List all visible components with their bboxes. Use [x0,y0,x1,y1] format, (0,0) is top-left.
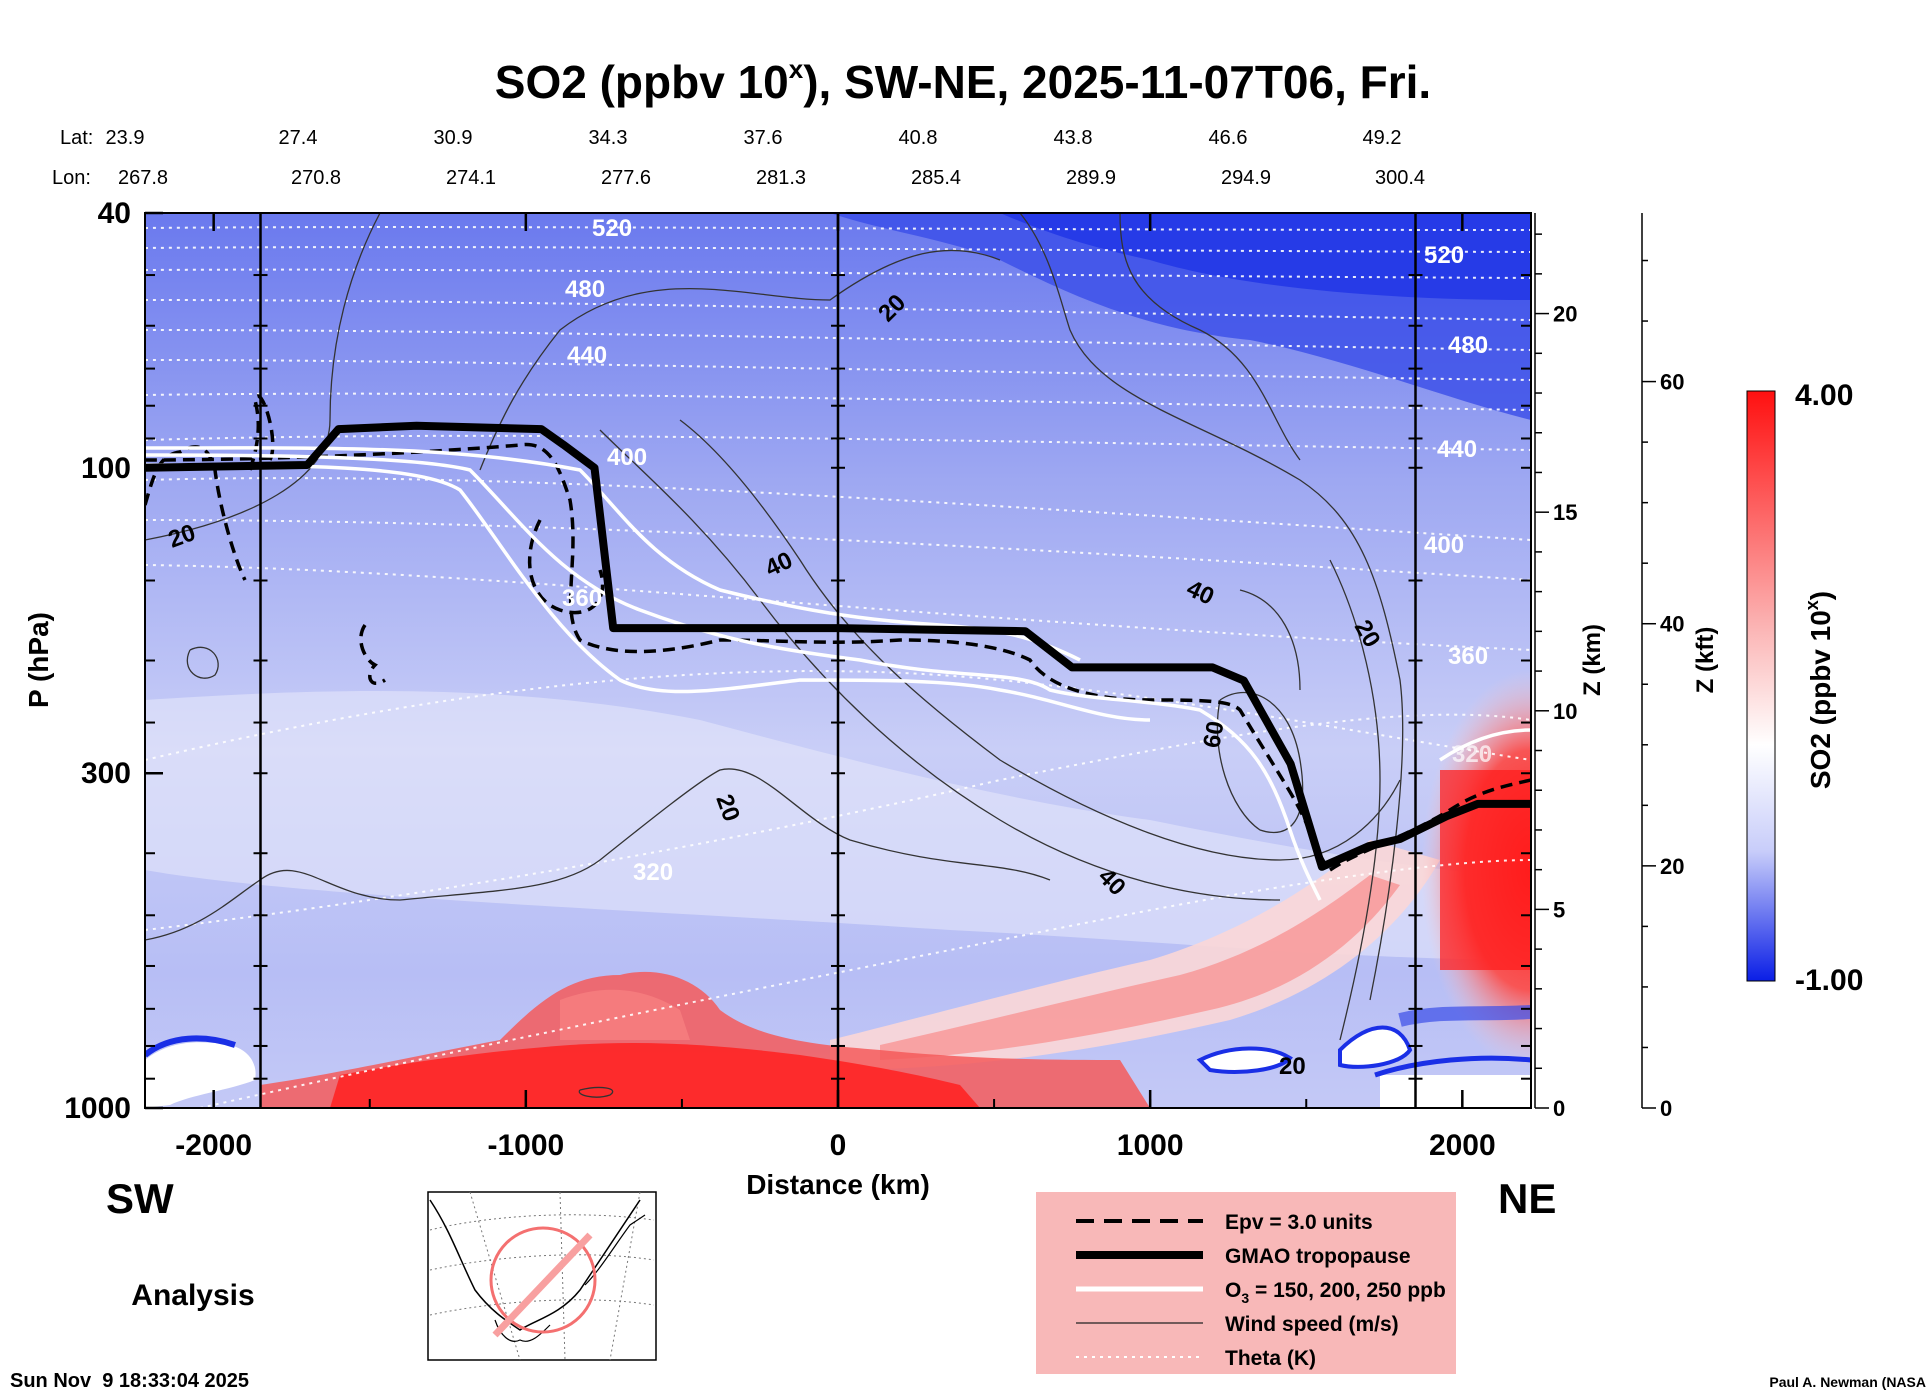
y-tick-label: 300 [81,757,131,790]
x-tick-label: -2000 [175,1129,252,1162]
distance-axis: -2000 -1000 0 1000 2000 [175,213,1496,1162]
colorbar-min-label: -1.00 [1795,964,1863,997]
x-tick-label: 2000 [1429,1129,1496,1162]
theta-label: 400 [607,444,647,471]
lon-value: 294.9 [1221,167,1271,189]
lat-value: 30.9 [434,127,473,149]
y-tick-label: 40 [98,197,131,230]
z-kft-tick-label: 60 [1660,370,1684,395]
lon-value: 281.3 [756,167,806,189]
z-kft-tick-label: 40 [1660,612,1684,637]
theta-label: 360 [562,585,602,612]
y-tick-label: 1000 [64,1092,131,1125]
z-km-tick-label: 10 [1553,699,1577,724]
lon-value: 270.8 [291,167,341,189]
lon-value: 285.4 [911,167,961,189]
lat-values-row: 23.9 27.4 30.9 34.3 37.6 40.8 43.8 46.6 49.2 [106,127,1402,149]
theta-contours [145,226,1531,1108]
lon-values-row: 267.8 270.8 274.1 277.6 281.3 285.4 289.9 294.9… [118,167,1425,189]
y-tick-label: 100 [81,452,131,485]
theta-label: 480 [565,276,605,303]
lat-value: 43.8 [1054,127,1093,149]
z-kft-tick-label: 0 [1660,1096,1672,1121]
theta-label: 440 [1437,436,1477,463]
sw-label: SW [106,1175,174,1222]
z-km-tick-label: 15 [1553,500,1577,525]
x-axis-label: Distance (km) [746,1169,930,1200]
lat-label: Lat: [60,127,93,149]
lat-value: 23.9 [106,127,145,149]
inset-map [427,1191,657,1361]
lat-value: 27.4 [279,127,318,149]
z-kft-tick-label: 20 [1660,854,1684,879]
lat-value: 34.3 [589,127,628,149]
lon-value: 300.4 [1375,167,1425,189]
profile-lines [253,213,1423,1108]
heatmap-field [145,213,1531,1108]
z-kft-axis: 0 20 40 60 [1641,213,1684,1121]
theta-label: 440 [567,342,607,369]
theta-label: 480 [1448,332,1488,359]
lon-value: 267.8 [118,167,168,189]
z-km-axis: 0 5 10 15 20 [1534,213,1577,1121]
z-km-tick-label: 5 [1553,897,1565,922]
z-km-tick-label: 0 [1553,1096,1565,1121]
analysis-label: Analysis [131,1279,254,1312]
gmao-tropopause-line [145,421,1531,871]
lat-value: 49.2 [1363,127,1402,149]
wind-label: 20 [1279,1053,1306,1080]
lon-value: 277.6 [601,167,651,189]
x-tick-label: -1000 [487,1129,564,1162]
theta-label: 520 [592,215,632,242]
credit: Paul A. Newman (NASA [1769,1374,1926,1390]
theta-label: 360 [1448,643,1488,670]
colorbar-label: SO2 (ppbv 10x) [1802,591,1836,789]
theta-label: 320 [1452,741,1492,768]
lat-value: 37.6 [744,127,783,149]
theta-label: 320 [633,859,673,886]
chart-title: SO2 (ppbv 10x), SW-NE, 2025-11-07T06, Fr… [495,54,1431,108]
colorbar-max-label: 4.00 [1795,379,1853,412]
theta-label: 520 [1424,242,1464,269]
theta-label: 400 [1424,532,1464,559]
z-kft-axis-label: Z (kft) [1692,627,1719,694]
lon-value: 289.9 [1066,167,1116,189]
lon-label: Lon: [52,167,91,189]
colorbar [1746,390,1776,982]
y-axis-label: P (hPa) [23,612,54,708]
legend-label: Theta (K) [1225,1347,1316,1370]
legend-label: Epv = 3.0 units [1225,1211,1373,1234]
lon-value: 274.1 [446,167,496,189]
x-tick-label: 0 [830,1129,847,1162]
z-km-axis-label: Z (km) [1579,624,1606,696]
x-tick-label: 1000 [1117,1129,1184,1162]
lat-value: 46.6 [1209,127,1248,149]
wind-speed-contours [145,213,1404,1098]
pressure-axis: 40 100 300 1000 [64,197,1531,1125]
legend-label: Wind speed (m/s) [1225,1313,1399,1336]
legend-label: GMAO tropopause [1225,1245,1411,1268]
lat-value: 40.8 [899,127,938,149]
timestamp: Sun Nov 9 18:33:04 2025 [10,1370,249,1392]
legend-label: O3 = 150, 200, 250 ppb [1225,1279,1446,1306]
legend: Epv = 3.0 units GMAO tropopause O3 = 150, … [1036,1192,1456,1374]
wind-label: 60 [1198,719,1229,750]
ne-label: NE [1498,1175,1556,1222]
z-km-tick-label: 20 [1553,302,1577,327]
